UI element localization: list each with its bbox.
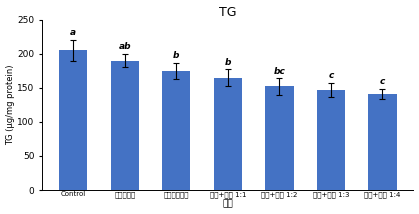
- Bar: [59, 50, 88, 190]
- Y-axis label: TG (μg/mg protein): TG (μg/mg protein): [5, 65, 15, 145]
- Bar: [214, 78, 242, 190]
- Text: bc: bc: [274, 67, 285, 76]
- Text: c: c: [328, 71, 334, 80]
- Text: a: a: [70, 28, 76, 37]
- X-axis label: 개선: 개선: [222, 199, 233, 208]
- Title: TG: TG: [219, 6, 237, 19]
- Bar: [162, 71, 191, 190]
- Bar: [265, 86, 294, 190]
- Text: c: c: [380, 77, 385, 86]
- Bar: [368, 94, 396, 190]
- Text: b: b: [173, 51, 180, 60]
- Bar: [111, 61, 139, 190]
- Text: b: b: [225, 58, 231, 67]
- Text: ab: ab: [119, 42, 131, 51]
- Bar: [317, 90, 345, 190]
